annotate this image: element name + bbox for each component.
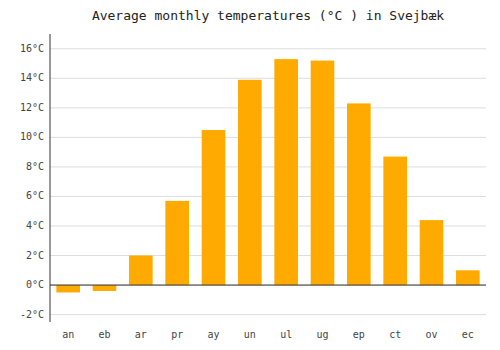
grid (50, 49, 486, 315)
y-tick-label: 10°C (20, 131, 44, 142)
bar (420, 220, 444, 285)
chart-container: Average monthly temperatures (°C ) in Sv… (0, 0, 500, 350)
y-tick-label: 16°C (20, 43, 44, 54)
x-tick-label: ec (462, 329, 474, 340)
bar (274, 59, 298, 285)
x-tick-label: un (244, 329, 256, 340)
x-tick-label: ug (316, 329, 328, 340)
baseline (50, 285, 486, 286)
grid-line (50, 285, 486, 286)
bar (456, 270, 480, 285)
x-tick-label: eb (98, 329, 110, 340)
bar (347, 103, 371, 285)
x-tick-label: ep (353, 329, 365, 340)
bar (202, 130, 226, 285)
bar (93, 285, 117, 291)
x-tick-label: ar (135, 329, 147, 340)
grid-line (50, 48, 486, 49)
x-tick-label: ay (207, 329, 219, 340)
grid-line (50, 107, 486, 108)
bar (238, 80, 262, 285)
y-tick-label: 8°C (26, 161, 44, 172)
y-tick-label: 0°C (26, 279, 44, 290)
y-tick-label: 14°C (20, 72, 44, 83)
y-tick-label: 4°C (26, 220, 44, 231)
grid-line (50, 196, 486, 197)
grid-line (50, 166, 486, 167)
y-axis-line (50, 34, 51, 322)
y-tick-label: 2°C (26, 250, 44, 261)
y-tick-label: 6°C (26, 190, 44, 201)
bar (311, 61, 335, 285)
x-tick-label: pr (171, 329, 183, 340)
bar (129, 256, 153, 286)
title: Average monthly temperatures (°C ) in Sv… (92, 8, 444, 23)
x-axis: an eb ar pr ay un ul ug ep ct ov ec (62, 329, 474, 340)
bar (56, 285, 80, 292)
x-tick-label: an (62, 329, 74, 340)
bar (165, 201, 189, 285)
grid-line (50, 78, 486, 79)
bar (383, 157, 407, 285)
bars (56, 59, 479, 292)
x-tick-label: ul (280, 329, 292, 340)
y-axis: -2°C 0°C 2°C 4°C 6°C 8°C 10°C 12°C 14°C 16°C (20, 43, 44, 320)
grid-line (50, 314, 486, 315)
x-tick-label: ov (425, 329, 437, 340)
x-tick-label: ct (389, 329, 401, 340)
y-tick-label: -2°C (20, 309, 44, 320)
grid-line (50, 137, 486, 138)
y-tick-label: 12°C (20, 102, 44, 113)
chart: Average monthly temperatures (°C ) in Sv… (0, 0, 500, 350)
